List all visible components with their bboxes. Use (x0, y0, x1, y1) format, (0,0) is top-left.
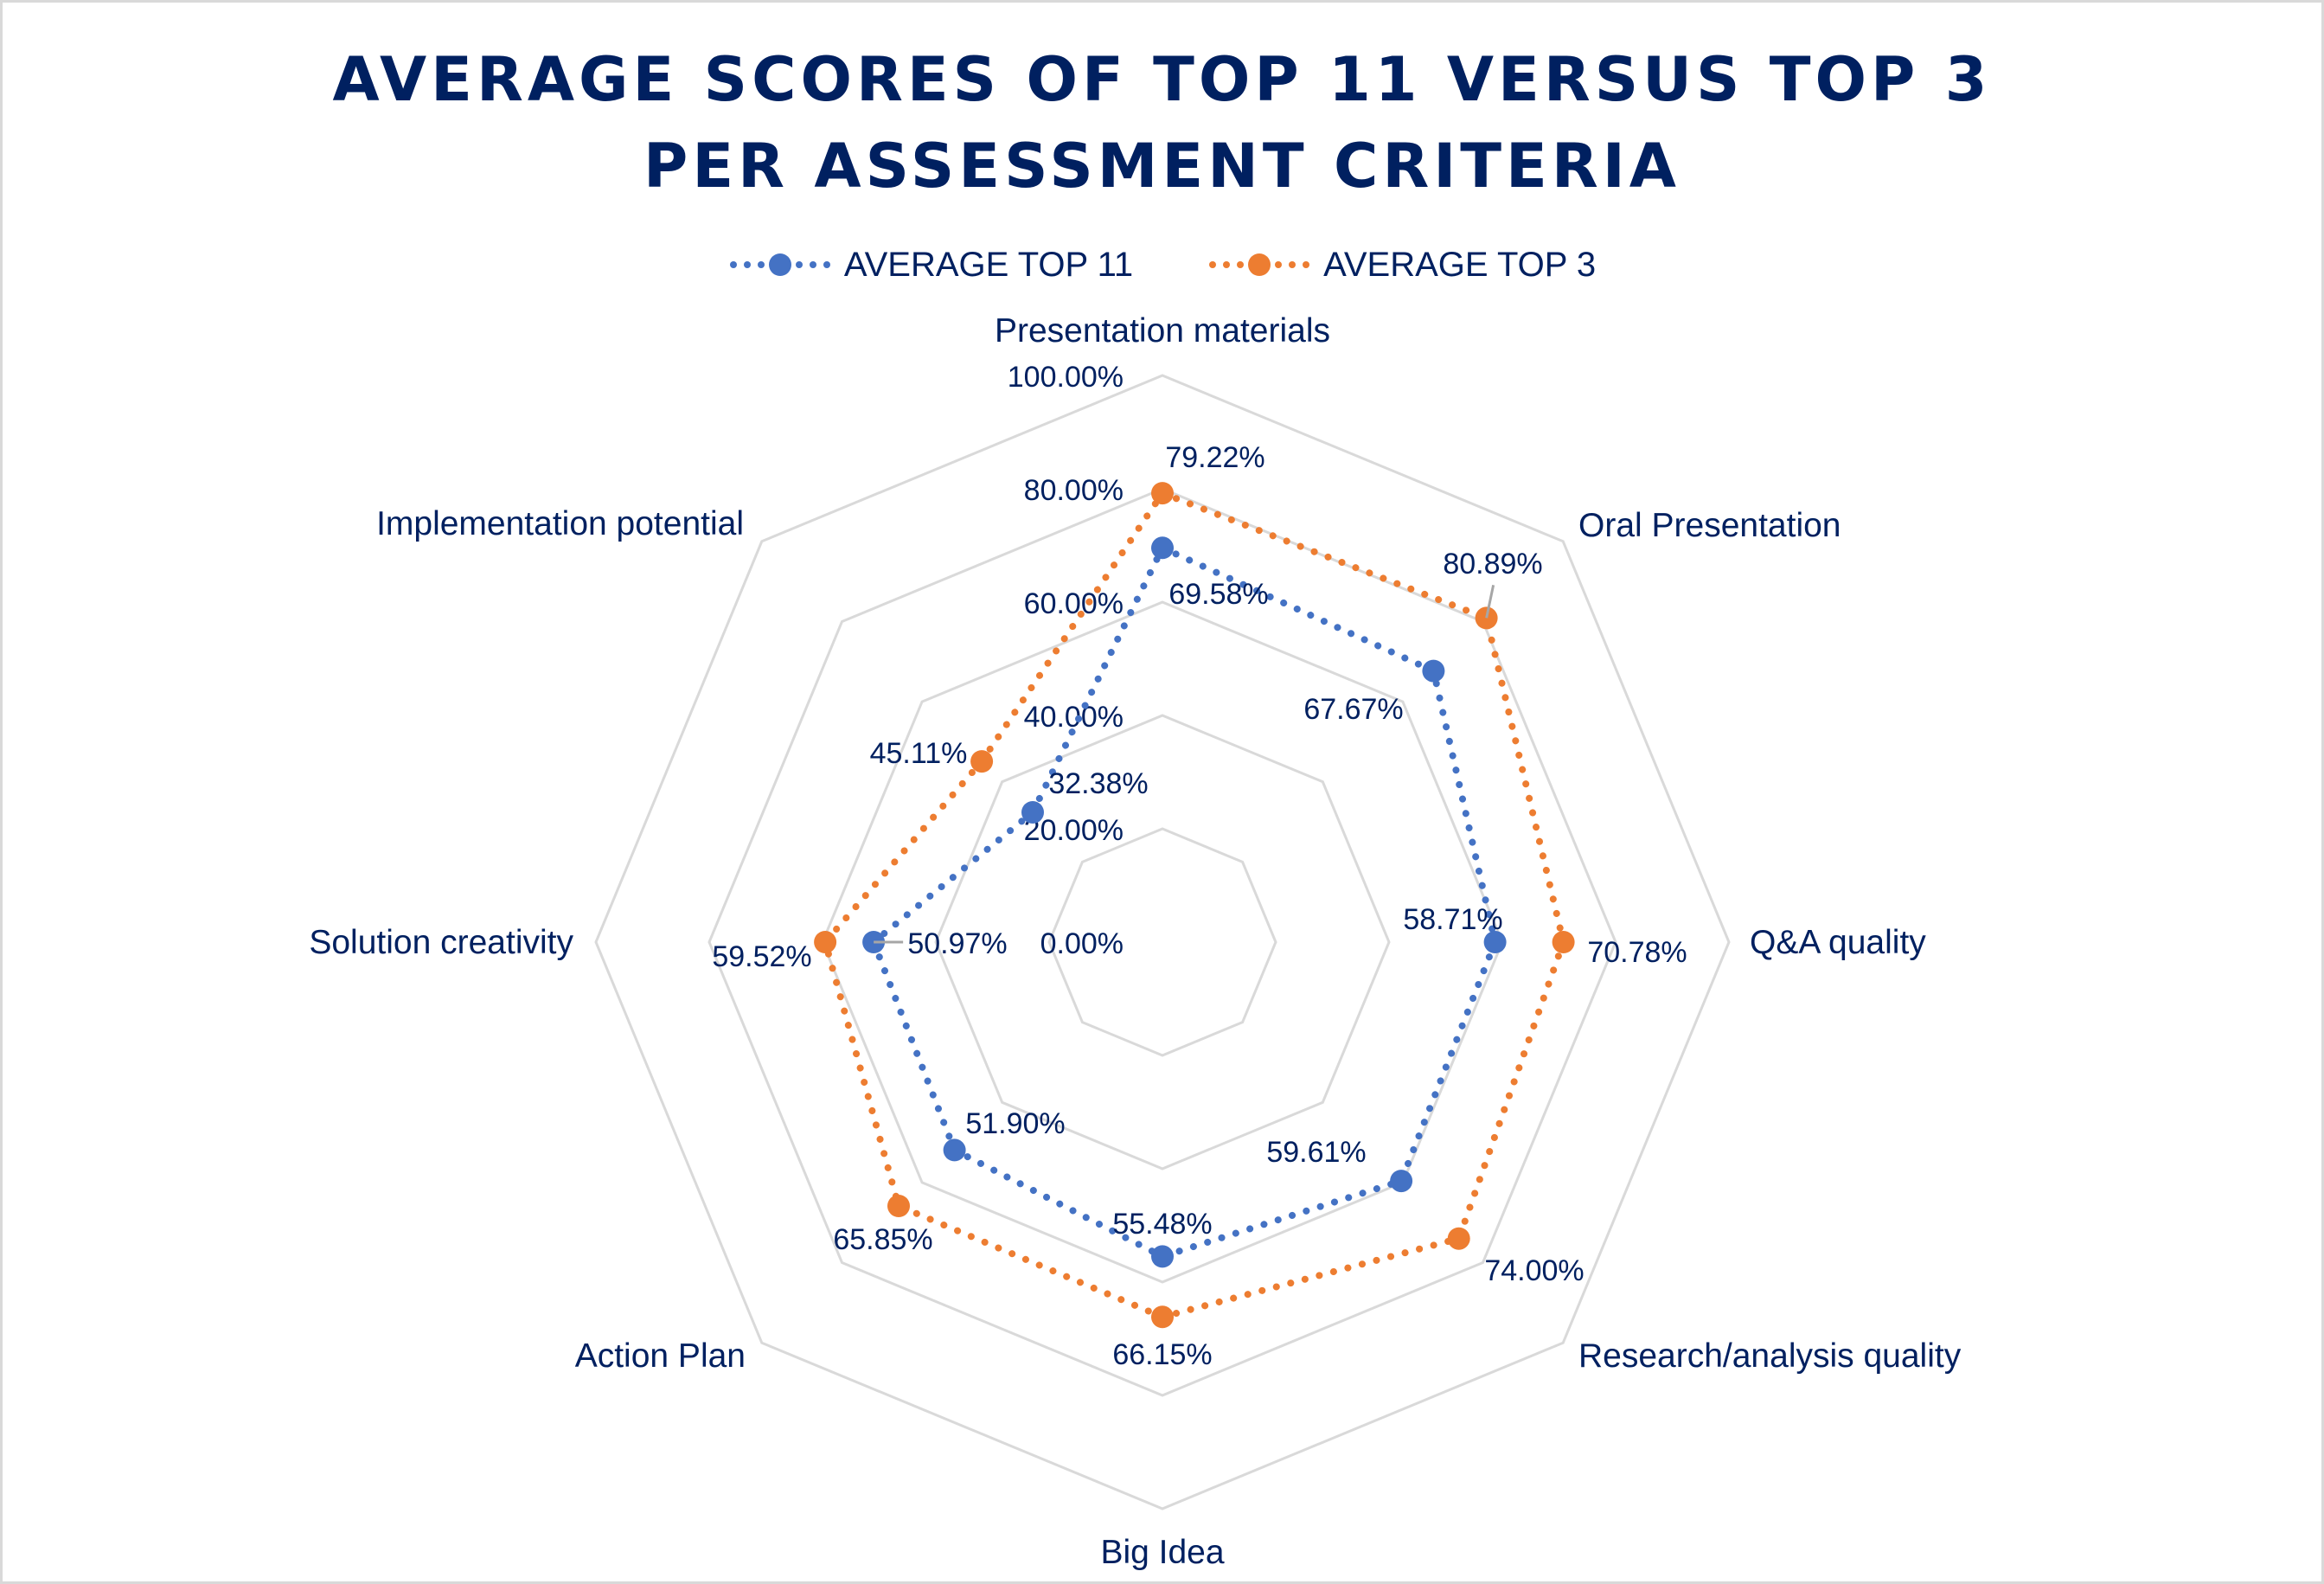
category-label: Implementation potential (376, 505, 744, 542)
category-label: Big Idea (1100, 1534, 1224, 1571)
data-point[interactable] (1483, 931, 1507, 953)
data-label: 55.48% (1112, 1208, 1212, 1241)
data-label: 66.15% (1112, 1338, 1212, 1371)
data-point[interactable] (1447, 1227, 1470, 1250)
legend-dot (1209, 261, 1217, 268)
radial-tick-label: 60.00% (1024, 587, 1124, 620)
legend-item-top11[interactable]: AVERAGE TOP 11 (728, 246, 1133, 285)
grid-ring-40 (934, 714, 1391, 1170)
grid-ring-60 (821, 600, 1504, 1284)
leader-line (1485, 585, 1495, 619)
data-point[interactable] (1021, 801, 1044, 824)
legend-dot (757, 261, 765, 268)
legend-dot (823, 261, 830, 268)
legend-marker (768, 253, 791, 276)
legend-label-top11: AVERAGE TOP 11 (843, 245, 1134, 284)
legend-dot (1223, 261, 1231, 268)
data-label: 32.38% (1048, 767, 1148, 800)
category-label: Presentation materials (995, 312, 1330, 350)
data-label: 69.58% (1168, 578, 1268, 611)
series-line (869, 543, 1499, 1260)
legend: AVERAGE TOP 11 AVERAGE TOP 3 (0, 239, 2324, 291)
data-label: 50.97% (907, 927, 1007, 960)
data-label: 58.71% (1403, 903, 1502, 936)
data-label: 59.52% (712, 940, 811, 973)
grid-ring-100 (594, 374, 1731, 1510)
chart-title-line-2: PER ASSESSMENT CRITERIA (643, 131, 1681, 202)
data-point[interactable] (1151, 536, 1174, 560)
legend-dot (743, 261, 751, 268)
data-point[interactable] (1151, 482, 1174, 505)
category-label: Action Plan (575, 1337, 746, 1375)
grid-rings (594, 374, 1731, 1510)
category-labels: Presentation materials Oral Presentation Q… (309, 312, 1961, 1571)
radial-tick-label: 100.00% (1008, 361, 1124, 394)
data-label: 51.90% (965, 1107, 1065, 1140)
legend-marker (1248, 253, 1271, 276)
category-label: Oral Presentation (1578, 507, 1841, 544)
data-labels: 69.58% 67.67% 58.71% 59.61% 55.48% 51.90% 50.9… (712, 441, 1687, 1371)
series-1 (814, 482, 1575, 1329)
series-group (814, 482, 1575, 1329)
radial-tick-labels: 0.00%20.00%40.00%60.00%80.00%100.00% (1008, 361, 1124, 960)
legend-label-top3: AVERAGE TOP 3 (1323, 245, 1597, 284)
grid-ring-20 (1047, 827, 1277, 1057)
data-point[interactable] (1390, 1170, 1413, 1193)
radial-tick-label: 40.00% (1024, 701, 1124, 734)
data-point[interactable] (1475, 606, 1498, 630)
legend-dot (1237, 261, 1245, 268)
data-point[interactable] (887, 1195, 910, 1217)
legend-marker-top11-icon (729, 253, 830, 276)
data-label: 79.22% (1165, 441, 1264, 474)
legend-dot (1303, 261, 1310, 268)
data-point[interactable] (814, 931, 837, 953)
data-label: 74.00% (1484, 1254, 1584, 1287)
data-point[interactable] (970, 750, 994, 773)
legend-dot (729, 261, 737, 268)
legend-marker-top3-icon (1209, 253, 1310, 276)
data-point[interactable] (1151, 1245, 1174, 1268)
data-label: 65.85% (833, 1223, 932, 1256)
category-label: Q&A quality (1750, 924, 1926, 961)
legend-dot (795, 261, 803, 268)
data-point[interactable] (1422, 659, 1445, 683)
radial-tick-label: 0.00% (1040, 927, 1124, 960)
data-point[interactable] (862, 931, 886, 953)
category-label: Solution creativity (309, 924, 573, 961)
legend-dot (809, 261, 816, 268)
legend-item-top3[interactable]: AVERAGE TOP 3 (1207, 246, 1596, 285)
grid-ring-80 (707, 487, 1617, 1397)
radial-tick-label: 80.00% (1024, 474, 1124, 507)
legend-dot (1275, 261, 1283, 268)
data-label: 80.89% (1443, 548, 1542, 580)
chart-title-line-1: AVERAGE SCORES OF TOP 11 VERSUS TOP 3 (332, 44, 1992, 115)
category-label: Research/analysis quality (1578, 1337, 1962, 1375)
data-point[interactable] (1151, 1305, 1174, 1329)
data-point[interactable] (943, 1138, 966, 1162)
data-label: 67.67% (1303, 693, 1403, 726)
data-label: 70.78% (1587, 936, 1687, 969)
chart-title: AVERAGE SCORES OF TOP 11 VERSUS TOP 3 PE… (0, 36, 2324, 209)
series-0 (862, 536, 1507, 1268)
data-label: 59.61% (1266, 1136, 1366, 1169)
legend-dot (1289, 261, 1296, 268)
data-label: 45.11% (870, 737, 968, 770)
data-point[interactable] (1552, 931, 1575, 953)
